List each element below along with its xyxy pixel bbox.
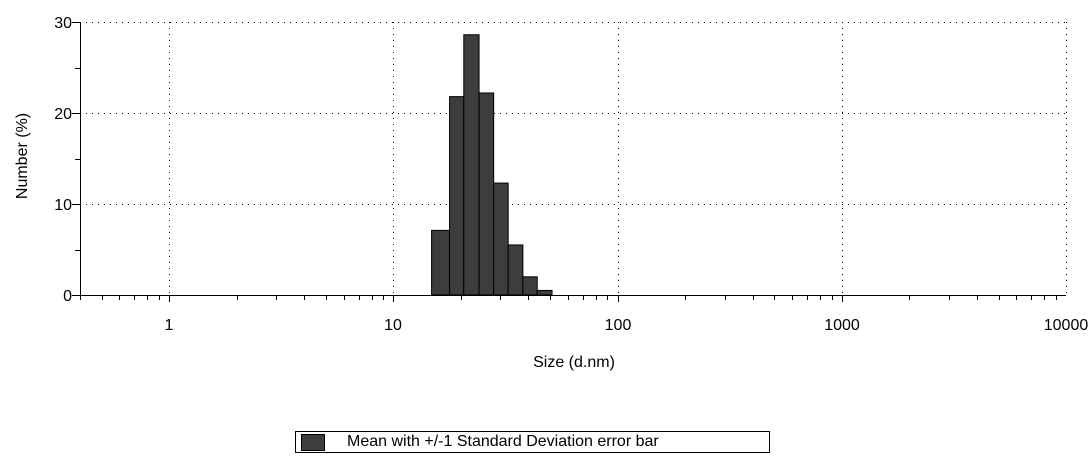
y-tick-label: 10 <box>54 197 72 214</box>
x-axis-title: Size (d.nm) <box>533 354 615 371</box>
x-tick-label: 10000 <box>1044 317 1089 334</box>
y-tick-label: 30 <box>54 15 72 32</box>
bar <box>431 229 451 296</box>
y-tick-label: 20 <box>54 106 72 123</box>
bar <box>449 96 465 296</box>
legend-swatch <box>301 433 325 451</box>
grid-lines <box>80 22 1067 295</box>
size-distribution-chart: 1 10 100 1000 10000 0 10 20 30 Size (d.nm) Numbe… <box>14 15 1088 371</box>
x-tick-label: 10 <box>384 317 402 334</box>
legend-label: Mean with +/-1 Standard Deviation error … <box>347 433 659 450</box>
bar <box>536 289 553 296</box>
axis-ticks: 1 10 100 1000 10000 0 10 20 30 <box>54 15 1088 334</box>
x-tick-label: 1 <box>165 317 174 334</box>
bar <box>522 276 538 296</box>
bar <box>478 92 495 296</box>
y-axis-title: Number (%) <box>14 113 31 199</box>
legend: Mean with +/-1 Standard Deviation error … <box>295 431 770 453</box>
bar <box>493 182 509 296</box>
bars <box>431 34 553 296</box>
x-tick-label: 100 <box>605 317 632 334</box>
y-tick-label: 0 <box>63 288 72 305</box>
x-tick-label: 1000 <box>824 317 860 334</box>
bar <box>463 34 480 296</box>
bar <box>507 244 524 296</box>
axes <box>80 22 1066 296</box>
